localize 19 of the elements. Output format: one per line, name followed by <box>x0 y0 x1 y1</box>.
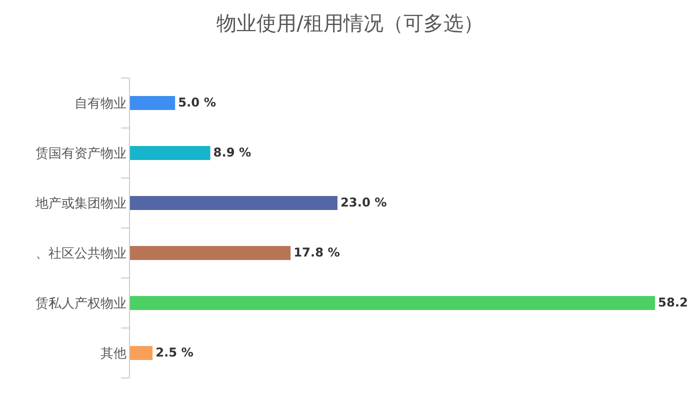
y-tick-label: 自有物业 <box>74 96 126 112</box>
y-tick-label: 、社区公共物业 <box>35 246 126 262</box>
data-label: 5.0 % <box>178 95 216 110</box>
y-tick-label: 赁国有资产物业 <box>35 146 126 162</box>
bar <box>130 146 210 160</box>
y-tick-label: 地产或集团物业 <box>34 196 126 212</box>
data-label: 2.5 % <box>156 345 194 360</box>
data-label: 17.8 % <box>294 245 340 260</box>
bar <box>130 196 338 210</box>
data-label: 8.9 % <box>213 145 252 160</box>
bar <box>130 96 176 110</box>
bar <box>130 246 291 260</box>
bar <box>130 346 153 360</box>
y-tick-label: 赁私人产权物业 <box>35 296 126 312</box>
bar <box>130 296 655 310</box>
chart-title: 物业使用/租用情况（可多选） <box>216 11 484 35</box>
y-tick-label: 其他 <box>100 346 126 362</box>
data-label: 58.2 <box>658 295 688 310</box>
data-label: 23.0 % <box>340 195 387 210</box>
